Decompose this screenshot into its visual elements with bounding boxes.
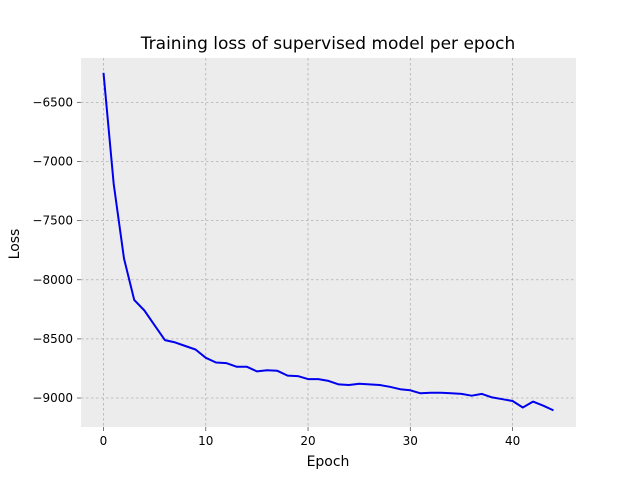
x-tick-label: 20 [300, 434, 315, 448]
chart-title: Training loss of supervised model per ep… [140, 34, 515, 54]
y-tick-label: −7000 [32, 154, 73, 168]
y-tick-label: −8000 [32, 273, 73, 287]
x-tick-label: 0 [100, 434, 108, 448]
x-tick-label: 10 [198, 434, 213, 448]
series-line-loss [102, 72, 554, 412]
y-tick-label: −6500 [32, 95, 73, 109]
y-tick-label: −8500 [32, 332, 73, 346]
x-axis-label: Epoch [307, 454, 350, 470]
y-axis-label: Loss [7, 229, 23, 260]
grid [81, 58, 576, 427]
y-tick-label: −9000 [32, 391, 73, 405]
ticks: 0 10 20 30 40 −6500 −7000 −7500 −8000 −8500 −9000 [32, 95, 520, 448]
plot-area [81, 58, 576, 427]
x-tick-label: 40 [505, 434, 520, 448]
y-tick-label: −7500 [32, 214, 73, 228]
x-tick-label: 30 [403, 434, 418, 448]
